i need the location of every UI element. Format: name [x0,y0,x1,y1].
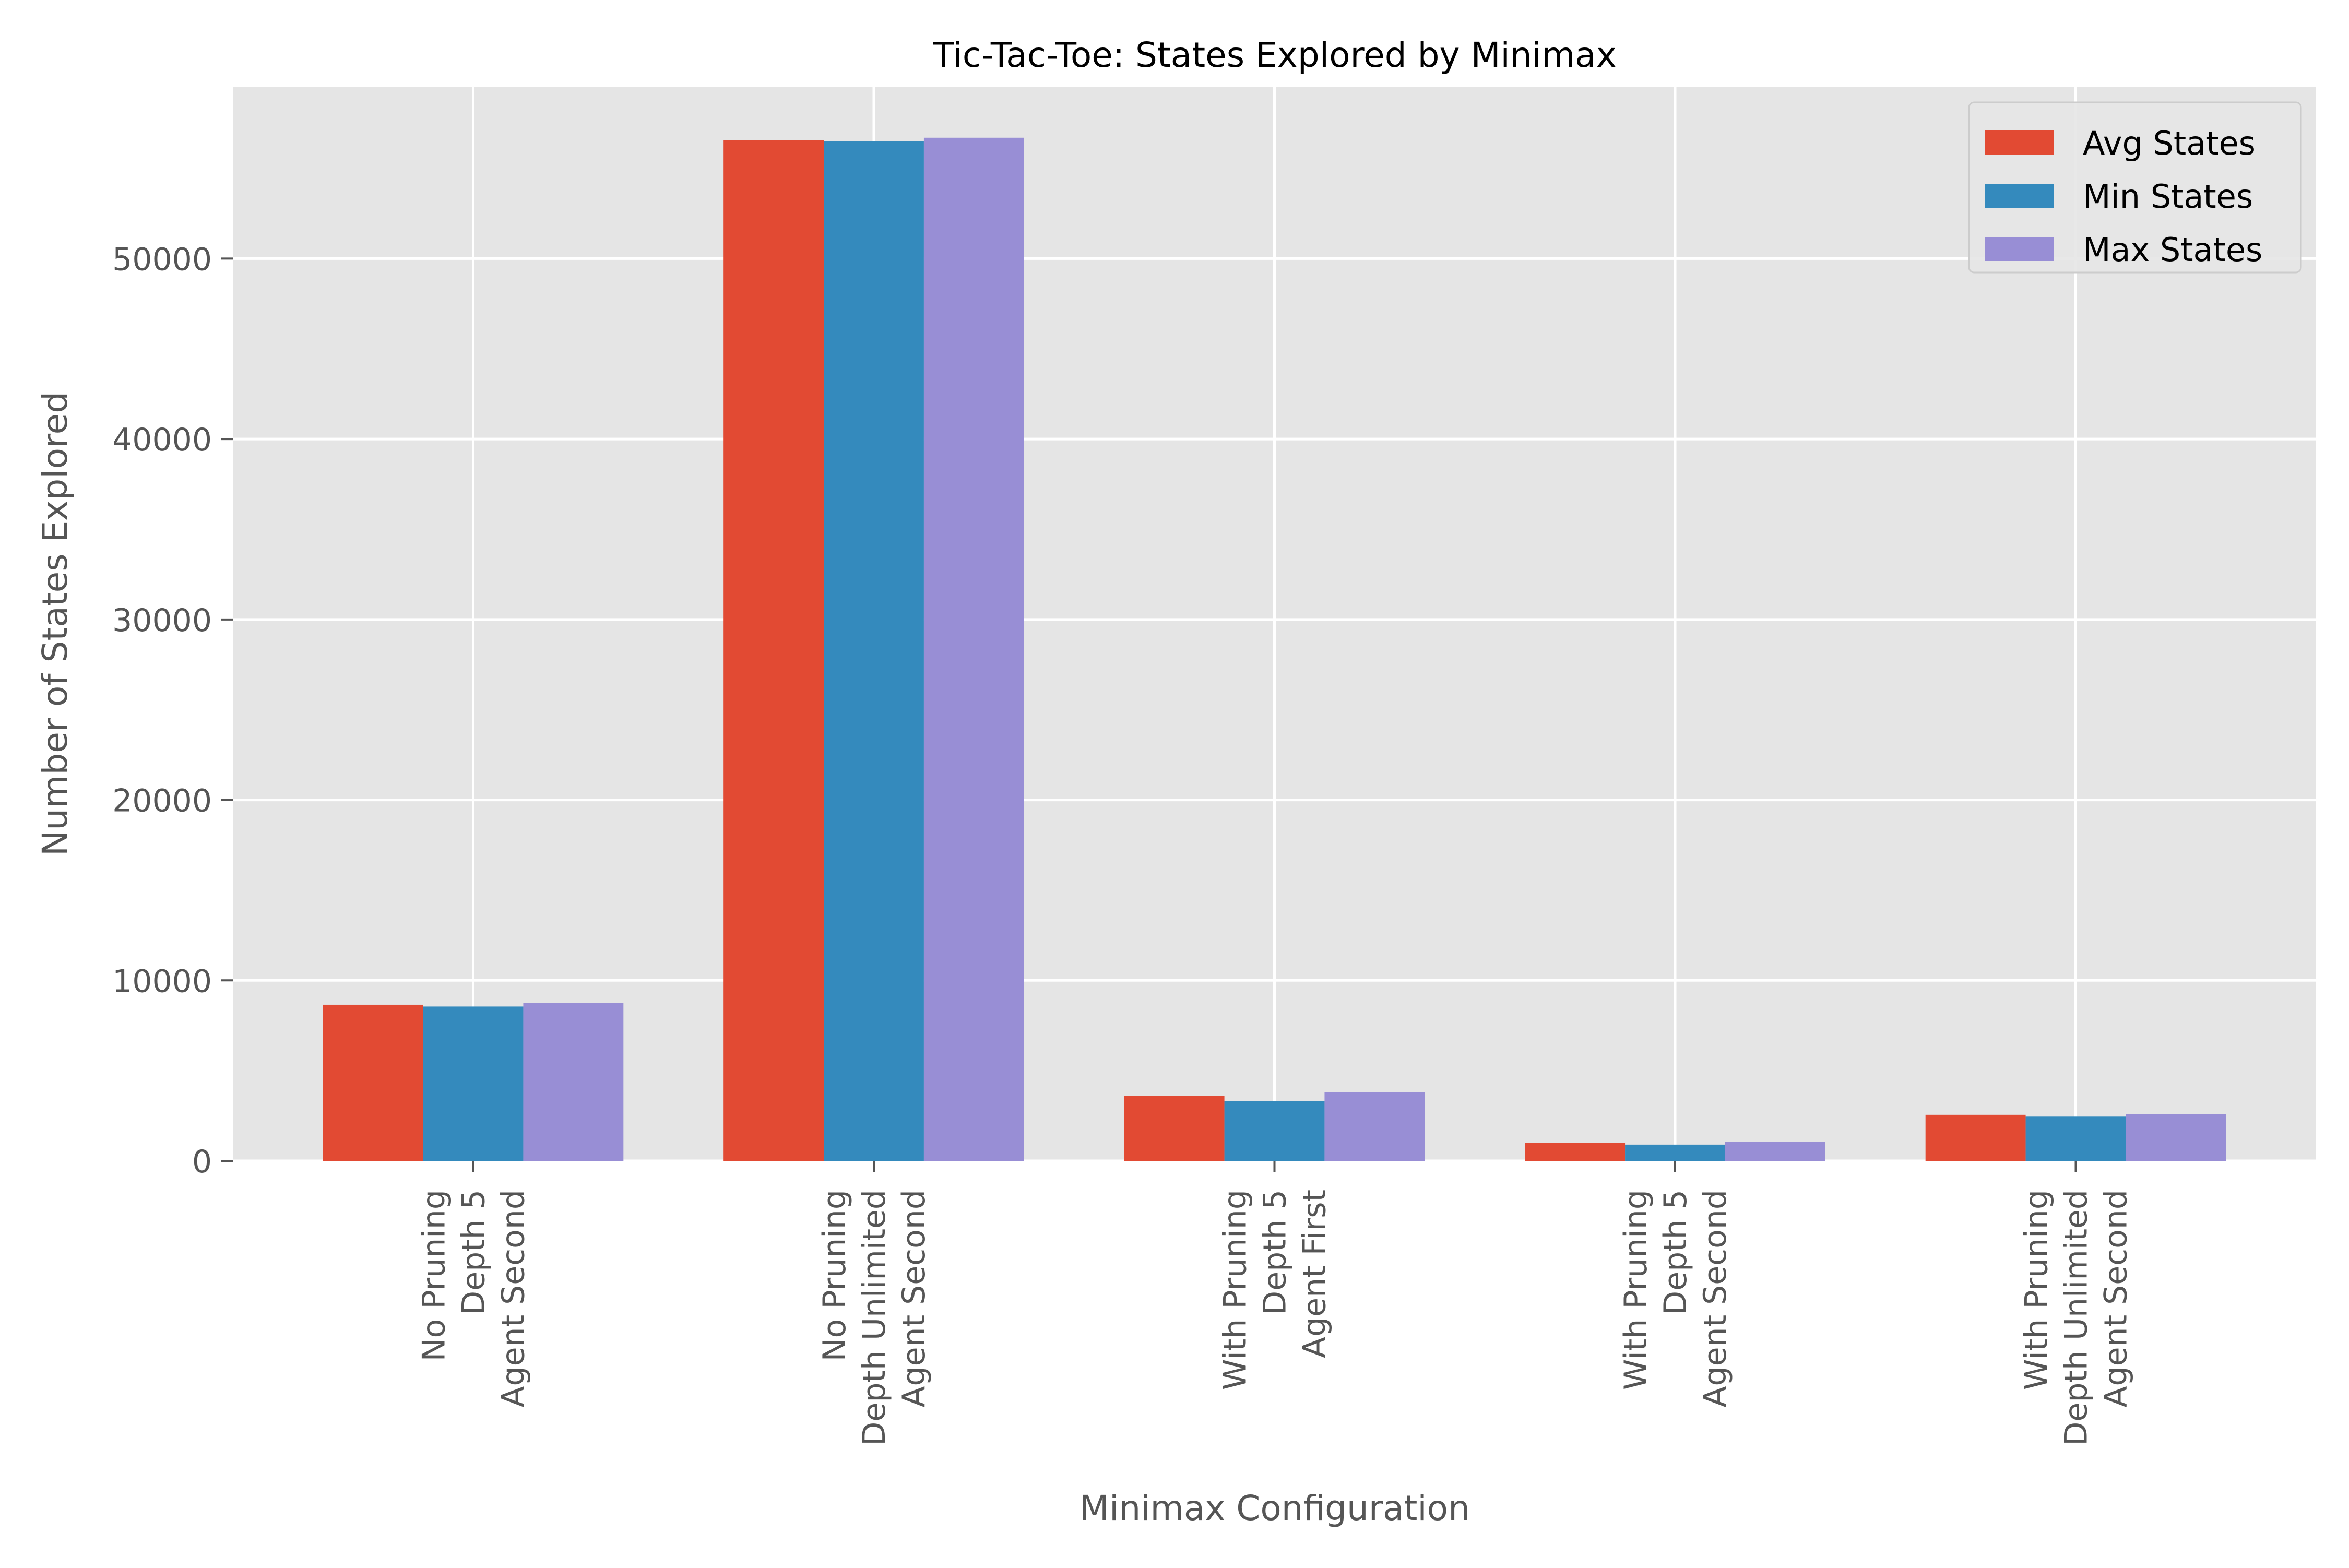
bar-max-states-3 [1725,1142,1825,1161]
legend-label: Max States [2083,231,2262,269]
bar-avg-states-1 [723,140,824,1161]
legend: Avg States Min States Max States [1968,101,2302,274]
legend-swatch [1985,237,2054,261]
bar-min-states-3 [1625,1144,1725,1161]
bars-layer [323,137,2226,1161]
x-tick-label: Agent Second [495,1190,532,1407]
bar-min-states-1 [824,141,924,1161]
chart-title: Tic-Tac-Toe: States Explored by Minimax [932,35,1617,75]
bar-max-states-1 [923,137,1024,1161]
x-tick-label-group: With Pruning Depth 5 Agent First [1217,1190,1333,1390]
x-tick-label-group: With Pruning Depth Unlimited Agent Second [2019,1190,2134,1446]
bar-max-states-0 [523,1003,624,1161]
x-tick-label: With Pruning [1618,1190,1654,1390]
bar-avg-states-2 [1124,1096,1225,1161]
bar-min-states-2 [1224,1101,1325,1161]
x-tick-label: With Pruning [1217,1190,1254,1390]
bar-min-states-4 [2025,1116,2126,1161]
y-tick-label: 20000 [112,783,212,819]
x-tick-label: With Pruning [2019,1190,2055,1390]
legend-swatch [1985,130,2054,155]
x-tick-label: Depth Unlimited [856,1190,893,1446]
y-tick-label: 10000 [112,963,212,1000]
x-tick-label-group: No Pruning Depth Unlimited Agent Second [816,1190,932,1446]
x-tick-label: Agent Second [896,1190,932,1407]
x-tick-label: Agent Second [1697,1190,1734,1407]
y-tick-label: 0 [192,1144,212,1180]
x-tick-label: Depth 5 [1257,1190,1294,1315]
x-tick-label: No Pruning [416,1190,453,1361]
bar-avg-states-3 [1525,1143,1626,1161]
x-tick-label-group: No Pruning Depth 5 Agent Second [416,1190,532,1407]
x-tick-label: Agent First [1297,1190,1333,1358]
legend-swatch [1985,184,2054,208]
y-tick-label: 40000 [112,422,212,458]
y-axis-label: Number of States Explored [35,391,75,856]
bar-max-states-2 [1324,1092,1425,1161]
x-tick-label: Agent Second [2098,1190,2134,1407]
legend-label: Min States [2083,177,2253,216]
x-axis-label: Minimax Configuration [1079,1488,1470,1528]
bar-avg-states-0 [323,1004,423,1161]
x-tick-label-group: With Pruning Depth 5 Agent Second [1618,1190,1734,1407]
y-tick-label: 30000 [112,602,212,639]
bar-min-states-0 [423,1006,524,1161]
x-tick-label: Depth 5 [1657,1190,1694,1315]
bar-avg-states-4 [1925,1114,2026,1161]
x-tick-label: Depth Unlimited [2058,1190,2095,1446]
bar-max-states-4 [2126,1114,2226,1161]
x-tick-label: No Pruning [816,1190,853,1361]
x-tick-label: Depth 5 [456,1190,492,1315]
y-tick-label: 50000 [112,241,212,278]
legend-label: Avg States [2083,124,2256,162]
